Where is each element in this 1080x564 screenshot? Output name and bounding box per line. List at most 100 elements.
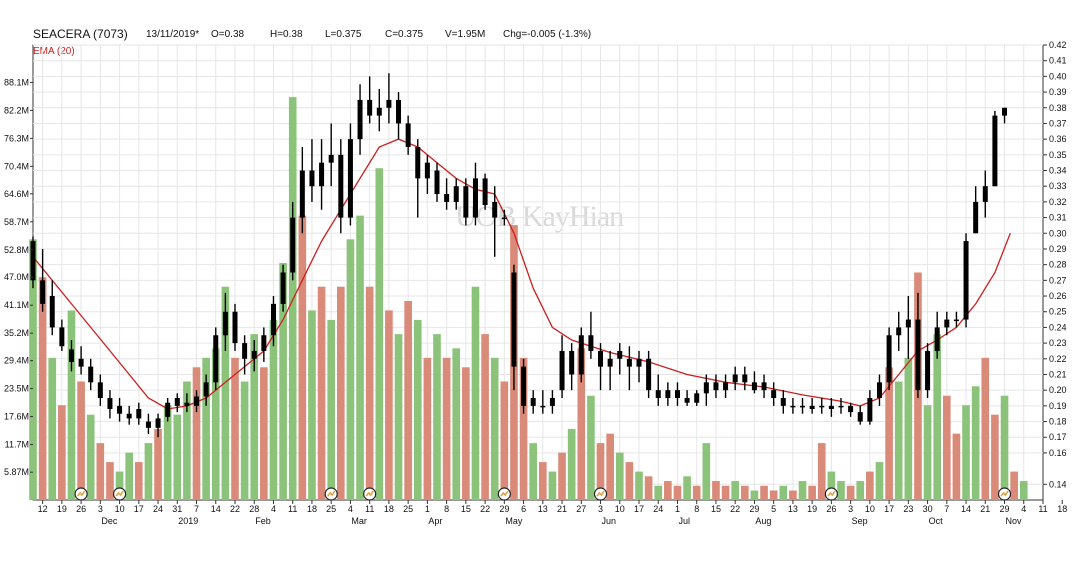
volume-bar [866, 471, 874, 500]
price-bar-body [646, 358, 652, 391]
price-bar [396, 92, 402, 140]
price-bars [30, 73, 1008, 438]
price-tick-label: 0.24 [1049, 322, 1067, 332]
volume-bar [615, 452, 624, 500]
volume-bar [798, 481, 807, 500]
quote-low: L=0.375 [325, 29, 362, 40]
price-bar-body [511, 272, 517, 367]
price-bar-body [780, 398, 786, 406]
price-bar-body [713, 382, 719, 391]
volume-bar [452, 348, 461, 500]
price-tick-label: 0.37 [1049, 118, 1067, 128]
price-bar [819, 398, 825, 414]
date-tick-label: 23 [903, 504, 913, 514]
price-bar-body [68, 349, 74, 362]
date-tick-label: 8 [444, 504, 449, 514]
price-bar [30, 236, 36, 289]
price-bar [97, 374, 103, 406]
volume-bar [837, 481, 845, 500]
price-bar-body [665, 390, 671, 399]
event-marker-glyph [76, 490, 86, 497]
price-bar [405, 115, 411, 155]
price-bar-body [540, 405, 546, 408]
price-bar [896, 311, 902, 351]
price-bar [472, 162, 478, 226]
volume-bar [38, 277, 47, 500]
price-bar-body [97, 382, 103, 399]
price-bar [338, 139, 344, 234]
price-bar [261, 327, 267, 362]
price-bar-body [578, 335, 584, 375]
price-bar [328, 123, 334, 187]
price-bar [674, 382, 680, 406]
price-bar-body [396, 99, 402, 124]
event-markers [74, 487, 1012, 501]
volume-tick-label: 23.5M [4, 384, 29, 394]
price-tick-label: 0.32 [1049, 197, 1067, 207]
volume-bars [29, 97, 1028, 501]
volume-bar [683, 476, 691, 500]
price-bar-body [280, 272, 286, 304]
date-tick-label: 4 [348, 504, 353, 514]
price-bar [424, 154, 430, 195]
volume-bar [413, 319, 422, 500]
volume-bar [846, 485, 855, 500]
volume-bar [635, 471, 643, 500]
volume-bar [202, 357, 210, 500]
price-bar [136, 402, 142, 425]
price-bar-body [501, 217, 507, 220]
price-bar [386, 73, 392, 124]
price-bar [828, 398, 834, 417]
date-tick-label: 29 [1000, 504, 1010, 514]
price-tick-label: 0.16 [1049, 448, 1067, 458]
price-bar-body [761, 382, 767, 391]
ema-legend-label: EMA (20) [33, 46, 75, 57]
date-tick-label: 17 [634, 504, 644, 514]
price-bar-body [982, 186, 988, 202]
price-bar [184, 393, 190, 413]
event-marker-icon [363, 487, 377, 501]
date-tick-label: 6 [521, 504, 526, 514]
price-bar-body [896, 327, 902, 336]
grid-lines [33, 44, 1043, 500]
price-bar-body [848, 405, 854, 413]
volume-bar [500, 381, 509, 500]
price-tick-label: 0.40 [1049, 71, 1067, 81]
volume-bar [298, 215, 307, 500]
price-bar-body [723, 382, 729, 391]
volume-tick-label: 47.0M [4, 272, 29, 282]
price-bar [876, 374, 882, 406]
month-label: Dec [101, 516, 118, 526]
price-bar-body [549, 398, 555, 406]
price-bar [107, 390, 113, 419]
volume-bar [596, 443, 605, 500]
volume-bar [462, 367, 470, 500]
volume-bar [250, 334, 259, 500]
volume-bar [404, 300, 412, 500]
price-bar [444, 178, 450, 210]
price-bar-body [828, 405, 834, 409]
date-tick-label: 31 [172, 504, 182, 514]
volume-bar [211, 348, 220, 500]
volume-bar [971, 386, 980, 500]
price-bar-body [636, 358, 642, 367]
volume-bar [548, 471, 557, 500]
volume-bar [981, 357, 990, 500]
volume-bar [664, 481, 672, 500]
price-bar-body [367, 99, 373, 116]
date-tick-label: 28 [249, 504, 259, 514]
price-bar-body [424, 162, 430, 179]
event-marker-icon [593, 487, 608, 501]
price-bar [703, 374, 709, 406]
price-bar [549, 390, 555, 414]
volume-bar [163, 405, 172, 500]
price-bar-body [626, 358, 632, 367]
price-bar-body [655, 390, 661, 399]
volume-bar [183, 381, 191, 500]
price-bar [270, 296, 276, 347]
price-bar [944, 311, 950, 336]
volume-bar [779, 485, 788, 500]
volume-tick-label: 5.87M [4, 467, 29, 477]
date-tick-label: 24 [653, 504, 663, 514]
price-tick-label: 0.29 [1049, 244, 1067, 254]
